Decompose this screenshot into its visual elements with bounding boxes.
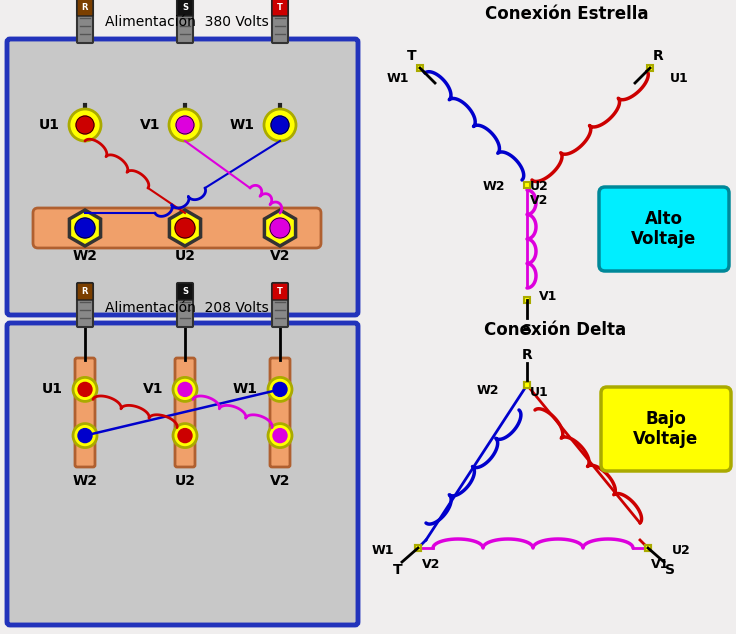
Circle shape [69, 109, 101, 141]
Text: U2: U2 [672, 543, 691, 557]
Text: V1: V1 [651, 557, 669, 571]
FancyBboxPatch shape [7, 39, 358, 315]
Bar [647, 65, 653, 71]
FancyBboxPatch shape [272, 283, 288, 327]
Text: W2: W2 [73, 474, 97, 488]
Bar [524, 297, 530, 303]
Bar [524, 382, 530, 388]
Text: W2: W2 [73, 249, 97, 263]
Text: U1: U1 [39, 118, 60, 132]
Text: W2: W2 [483, 181, 505, 193]
Circle shape [264, 109, 296, 141]
FancyBboxPatch shape [77, 0, 93, 43]
Text: Conexión Estrella: Conexión Estrella [485, 5, 648, 23]
Text: W1: W1 [230, 118, 255, 132]
Text: Conexión Delta: Conexión Delta [484, 321, 626, 339]
Text: V1: V1 [140, 118, 160, 132]
FancyBboxPatch shape [177, 283, 193, 327]
Circle shape [178, 382, 192, 396]
Text: T: T [277, 287, 283, 295]
Text: W1: W1 [233, 382, 258, 396]
Circle shape [76, 116, 94, 134]
Text: R: R [82, 3, 88, 11]
Text: Alimentación  208 Volts: Alimentación 208 Volts [105, 301, 269, 315]
FancyBboxPatch shape [7, 323, 358, 625]
FancyBboxPatch shape [599, 187, 729, 271]
Circle shape [176, 116, 194, 134]
FancyBboxPatch shape [177, 0, 193, 16]
Circle shape [273, 382, 287, 396]
Circle shape [78, 429, 92, 443]
Bar [645, 545, 651, 551]
Text: U2: U2 [530, 181, 549, 193]
FancyBboxPatch shape [77, 0, 93, 16]
Circle shape [273, 429, 287, 443]
Text: U1: U1 [42, 382, 63, 396]
Bar [524, 182, 530, 188]
Text: V2: V2 [422, 557, 440, 571]
FancyBboxPatch shape [272, 0, 288, 43]
FancyBboxPatch shape [272, 0, 288, 16]
Text: S: S [182, 287, 188, 295]
Circle shape [75, 218, 95, 238]
Text: V2: V2 [530, 195, 548, 207]
Polygon shape [169, 210, 201, 246]
Text: U1: U1 [670, 72, 689, 84]
Circle shape [73, 424, 97, 448]
Bar [524, 382, 530, 388]
Text: V2: V2 [270, 249, 290, 263]
FancyBboxPatch shape [601, 387, 731, 471]
Text: W1: W1 [386, 72, 409, 84]
Circle shape [73, 377, 97, 401]
Text: R: R [653, 49, 663, 63]
Text: Alimentación  380 Volts: Alimentación 380 Volts [105, 15, 269, 29]
Polygon shape [264, 210, 296, 246]
Text: R: R [522, 348, 532, 362]
Polygon shape [69, 210, 101, 246]
Circle shape [175, 218, 195, 238]
Text: Alto
Voltaje: Alto Voltaje [631, 210, 697, 249]
Text: S: S [665, 563, 675, 577]
Text: U1: U1 [530, 387, 549, 399]
Circle shape [178, 429, 192, 443]
Text: U2: U2 [174, 474, 196, 488]
Circle shape [169, 109, 201, 141]
FancyBboxPatch shape [77, 283, 93, 327]
Text: Bajo
Voltaje: Bajo Voltaje [634, 410, 698, 448]
FancyBboxPatch shape [272, 283, 288, 300]
Text: V1: V1 [539, 290, 557, 302]
Bar [415, 545, 421, 551]
Text: S: S [182, 3, 188, 11]
FancyBboxPatch shape [33, 208, 321, 248]
FancyBboxPatch shape [177, 0, 193, 43]
Text: S: S [522, 323, 532, 337]
Circle shape [173, 424, 197, 448]
Circle shape [268, 424, 292, 448]
Text: T: T [277, 3, 283, 11]
Circle shape [173, 377, 197, 401]
FancyBboxPatch shape [75, 358, 95, 467]
Text: R: R [82, 287, 88, 295]
Circle shape [271, 116, 289, 134]
Circle shape [78, 382, 92, 396]
Text: W2: W2 [476, 384, 499, 398]
FancyBboxPatch shape [177, 283, 193, 300]
Text: V2: V2 [270, 474, 290, 488]
FancyBboxPatch shape [270, 358, 290, 467]
Bar [645, 545, 651, 551]
Text: T: T [393, 563, 403, 577]
Text: T: T [407, 49, 417, 63]
Circle shape [270, 218, 290, 238]
Bar [415, 545, 421, 551]
Text: W1: W1 [372, 543, 394, 557]
FancyBboxPatch shape [175, 358, 195, 467]
Text: V1: V1 [143, 382, 163, 396]
Text: U2: U2 [174, 249, 196, 263]
FancyBboxPatch shape [77, 283, 93, 300]
Bar [417, 65, 423, 71]
Circle shape [268, 377, 292, 401]
